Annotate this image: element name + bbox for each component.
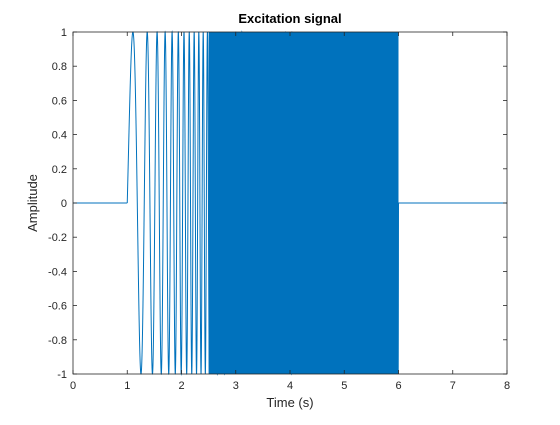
y-tick-label: 0.4 (52, 130, 67, 142)
y-tick-label: 0.8 (52, 61, 67, 73)
y-axis-label: Amplitude (25, 174, 40, 232)
x-tick-label: 8 (504, 380, 510, 392)
axes: 0 1 2 3 4 5 6 7 8 -1 -0.8 -0.6 -0.4 -0.2 0 0.2 0.4 0.6 0.8… (48, 27, 510, 392)
x-tick-label: 5 (341, 380, 347, 392)
y-tick-label: 1 (61, 27, 67, 39)
x-tick-label: 6 (395, 380, 401, 392)
y-tick-label: -0.8 (48, 335, 67, 347)
signal-band (208, 32, 399, 374)
y-tick-label: -0.6 (48, 301, 67, 313)
y-tick-label: -0.4 (48, 266, 67, 278)
chart-title: Excitation signal (238, 11, 341, 26)
x-tick-label: 7 (450, 380, 456, 392)
y-tick-label: -1 (57, 369, 67, 381)
y-tick-label: -0.2 (48, 232, 67, 244)
plot-area (73, 30, 507, 376)
y-tick-label: 0 (61, 198, 67, 210)
y-tick-label: 0.2 (52, 164, 67, 176)
x-axis-label: Time (s) (266, 395, 313, 410)
y-tick-label: 0.6 (52, 95, 67, 107)
x-tick-label: 4 (287, 380, 293, 392)
x-tick-label: 2 (178, 380, 184, 392)
x-tick-label: 0 (70, 380, 76, 392)
x-tick-label: 1 (124, 380, 130, 392)
x-tick-label: 3 (233, 380, 239, 392)
